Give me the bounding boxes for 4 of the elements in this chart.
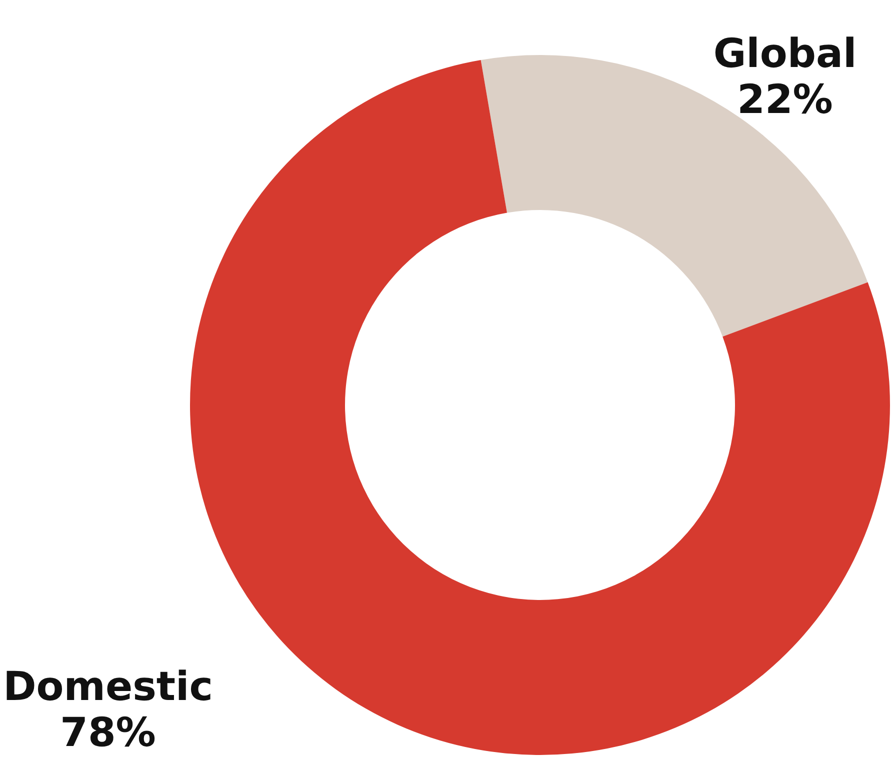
data-label: 78% xyxy=(60,710,156,756)
slice-label: Global xyxy=(713,31,857,77)
data-label: 22% xyxy=(737,77,833,123)
slice-label: Domestic xyxy=(3,664,213,710)
